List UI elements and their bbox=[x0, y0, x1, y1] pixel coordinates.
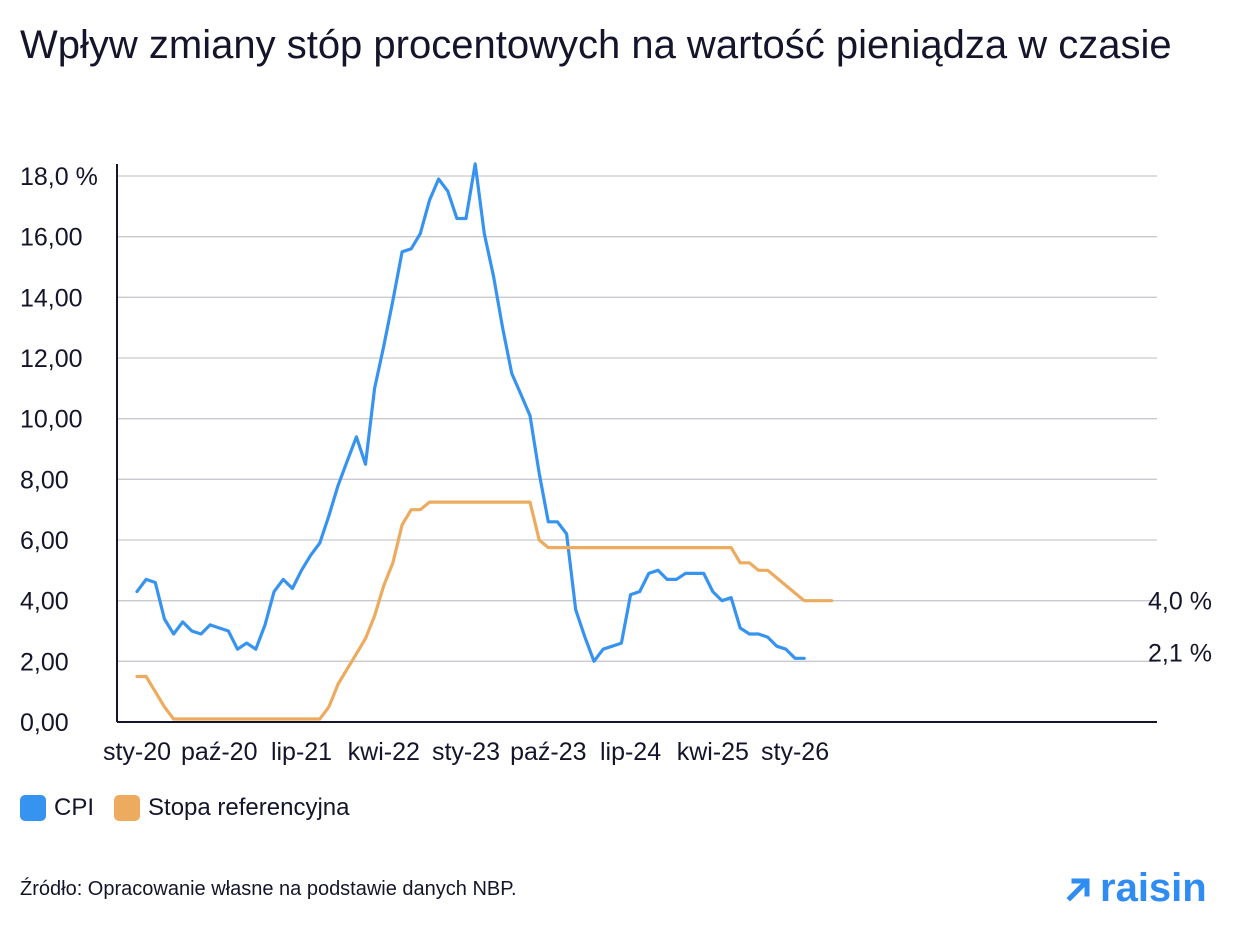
x-tick-label: sty-26 bbox=[761, 738, 829, 766]
legend: CPI Stopa referencyjna bbox=[20, 794, 369, 822]
y-tick-label: 16,00 bbox=[20, 224, 83, 252]
x-axis: sty-20 paź-20 lip-21 kwi-22 sty-23 paź-23 lip-… bbox=[103, 721, 1157, 766]
legend-swatch-reference-rate bbox=[114, 795, 141, 821]
y-tick-label: 12,00 bbox=[20, 345, 83, 373]
x-tick-label: kwi-22 bbox=[348, 738, 420, 766]
grid-lines bbox=[117, 175, 1157, 662]
logo-text: raisin bbox=[1100, 866, 1207, 910]
series-lines bbox=[135, 162, 834, 721]
x-tick-label: paź-20 bbox=[181, 738, 257, 766]
x-tick-label: sty-23 bbox=[432, 738, 500, 766]
x-tick-label: lip-24 bbox=[600, 738, 661, 766]
y-tick-label: 2,00 bbox=[20, 648, 69, 676]
legend-label-cpi: CPI bbox=[54, 794, 95, 821]
raisin-logo: raisin bbox=[1064, 866, 1207, 911]
reference-rate-line bbox=[135, 500, 834, 721]
y-tick-label: 14,00 bbox=[20, 284, 83, 312]
y-tick-label: 10,00 bbox=[20, 406, 83, 434]
cpi-line bbox=[135, 162, 806, 663]
y-tick-label: 4,00 bbox=[20, 588, 69, 616]
legend-swatch-cpi bbox=[20, 795, 46, 821]
y-axis: 18,0 % 16,00 14,00 12,00 10,00 8,00 6,00 4,00 2,… bbox=[20, 163, 118, 737]
legend-item-cpi[interactable]: CPI bbox=[20, 794, 94, 822]
arrow-up-right-icon bbox=[1066, 877, 1090, 902]
source-note: Źródło: Opracowanie własne na podstawie … bbox=[20, 878, 517, 900]
legend-label-reference-rate: Stopa referencyjna bbox=[148, 794, 350, 821]
y-tick-label: 0,00 bbox=[20, 709, 69, 737]
y-tick-label: 6,00 bbox=[20, 527, 69, 555]
end-labels: 4,0 % 2,1 % bbox=[1148, 588, 1212, 668]
x-tick-label: lip-21 bbox=[271, 738, 332, 766]
cpi-end-label: 2,1 % bbox=[1148, 639, 1212, 667]
reference-rate-end-label: 4,0 % bbox=[1148, 588, 1212, 616]
x-tick-label: paź-23 bbox=[510, 738, 586, 766]
legend-item-reference-rate[interactable]: Stopa referencyjna bbox=[114, 794, 349, 822]
x-tick-label: kwi-25 bbox=[677, 738, 749, 766]
chart-title: Wpływ zmiany stóp procentowych na wartoś… bbox=[20, 23, 1172, 67]
y-tick-label: 8,00 bbox=[20, 466, 69, 494]
x-tick-label: sty-20 bbox=[103, 738, 171, 766]
y-tick-label: 18,0 % bbox=[20, 163, 98, 191]
